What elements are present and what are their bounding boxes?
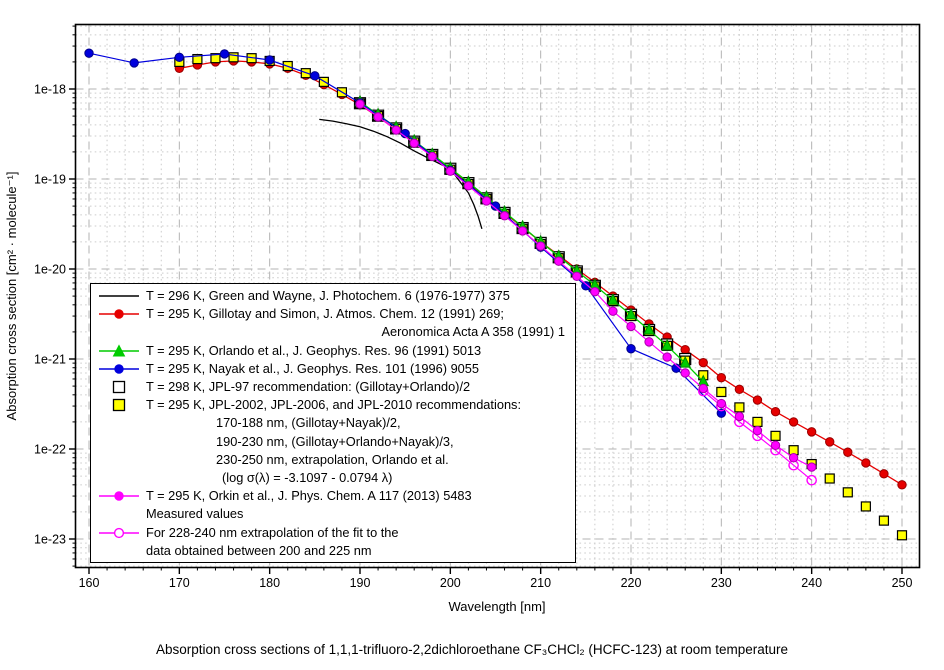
legend-entry-text: T = 295 K, Nayak et al., J. Geophys. Res… — [146, 360, 575, 378]
x-tick-label: 170 — [169, 576, 190, 590]
legend-marker-line-circle-open — [99, 527, 139, 538]
x-tick-label: 220 — [621, 576, 642, 590]
legend-marker-line-circle — [99, 491, 139, 501]
legend-text-line: 230-250 nm, extrapolation, Orlando et al… — [216, 451, 449, 467]
figure-caption: Absorption cross sections of 1,1,1-trifl… — [156, 642, 788, 657]
y-tick-label: 1e-18 — [34, 83, 66, 97]
series-orkin-2013-measured — [355, 99, 817, 472]
x-tick-label: 240 — [801, 576, 822, 590]
legend-entry-3: T = 295 K, Nayak et al., J. Geophys. Res… — [91, 360, 575, 378]
legend-entry-text: T = 295 K, Orkin et al., J. Phys. Chem. … — [146, 487, 575, 523]
x-axis-label: Wavelength [nm] — [448, 599, 545, 614]
legend-entry-text: For 228-240 nm extrapolation of the fit … — [146, 524, 575, 560]
x-tick-label: 190 — [350, 576, 371, 590]
y-tick-label: 1e-19 — [34, 173, 66, 187]
y-tick-label: 1e-22 — [34, 443, 66, 457]
series-green-wayne-1976 — [319, 118, 483, 229]
legend-text-line: Measured values — [146, 506, 244, 522]
series-line-green-wayne-1976 — [319, 118, 483, 229]
x-tick-label: 160 — [79, 576, 100, 590]
legend-marker-line-circle — [99, 364, 139, 374]
legend-text-line: (log σ(λ) = -3.1097 - 0.0794 λ) — [222, 470, 393, 486]
x-tick-label: 250 — [892, 576, 913, 590]
legend-marker-square — [112, 399, 126, 412]
legend-text-line: data obtained between 200 and 225 nm — [146, 542, 372, 558]
legend-marker-line-circle — [99, 309, 139, 319]
x-tick-label: 230 — [711, 576, 732, 590]
y-tick-label: 1e-20 — [34, 263, 66, 277]
legend-text-line: T = 295 K, Nayak et al., J. Geophys. Res… — [146, 360, 480, 376]
legend: T = 296 K, Green and Wayne, J. Photochem… — [90, 283, 576, 564]
series-layer — [84, 48, 908, 541]
y-tick-label: 1e-21 — [34, 353, 66, 367]
legend-marker-line-triangle — [99, 344, 139, 357]
legend-text-line: T = 295 K, Orlando et al., J. Geophys. R… — [146, 342, 482, 358]
legend-entry-7: For 228-240 nm extrapolation of the fit … — [91, 524, 575, 560]
legend-entry-text: T = 298 K, JPL-97 recommendation: (Gillo… — [146, 378, 575, 396]
x-tick-label: 210 — [530, 576, 551, 590]
legend-text-line: T = 295 K, Orkin et al., J. Phys. Chem. … — [146, 488, 472, 504]
legend-marker-square — [112, 380, 126, 394]
legend-text-line: T = 295 K, Gillotay and Simon, J. Atmos.… — [146, 306, 504, 322]
axes-layer: 160 170 180 190 200 210 220 230 240 250 1e-18 1e-19… — [34, 23, 921, 590]
legend-text-line: Aeronomica Acta A 358 (1991) 1 — [381, 324, 565, 340]
legend-entry-4: T = 298 K, JPL-97 recommendation: (Gillo… — [91, 378, 575, 396]
x-tick-label: 200 — [440, 576, 461, 590]
legend-text-line: 170-188 nm, (Gillotay+Nayak)/2, — [216, 415, 401, 431]
y-axis-label: Absorption cross section [cm² · molecule… — [4, 172, 19, 421]
legend-entry-text: T = 296 K, Green and Wayne, J. Photochem… — [146, 287, 575, 305]
legend-entry-5: T = 295 K, JPL-2002, JPL-2006, and JPL-2… — [91, 396, 575, 487]
legend-marker-line — [99, 295, 139, 297]
legend-text-line: 190-230 nm, (Gillotay+Orlando+Nayak)/3, — [216, 433, 454, 449]
legend-entry-2: T = 295 K, Orlando et al., J. Geophys. R… — [91, 342, 575, 360]
y-tick-label: 1e-23 — [34, 533, 66, 547]
x-tick-label: 180 — [259, 576, 280, 590]
legend-entry-0: T = 296 K, Green and Wayne, J. Photochem… — [91, 287, 575, 305]
legend-text-line: T = 298 K, JPL-97 recommendation: (Gillo… — [146, 379, 471, 395]
legend-entry-text: T = 295 K, Orlando et al., J. Geophys. R… — [146, 342, 575, 360]
legend-entry-6: T = 295 K, Orkin et al., J. Phys. Chem. … — [91, 487, 575, 523]
legend-entry-1: T = 295 K, Gillotay and Simon, J. Atmos.… — [91, 305, 575, 341]
legend-text-line: T = 296 K, Green and Wayne, J. Photochem… — [146, 288, 510, 303]
legend-text-line: T = 295 K, JPL-2002, JPL-2006, and JPL-2… — [146, 397, 522, 413]
legend-entry-text: T = 295 K, Gillotay and Simon, J. Atmos.… — [146, 305, 575, 341]
legend-entry-text: T = 295 K, JPL-2002, JPL-2006, and JPL-2… — [146, 396, 575, 487]
legend-text-line: For 228-240 nm extrapolation of the fit … — [146, 524, 399, 540]
